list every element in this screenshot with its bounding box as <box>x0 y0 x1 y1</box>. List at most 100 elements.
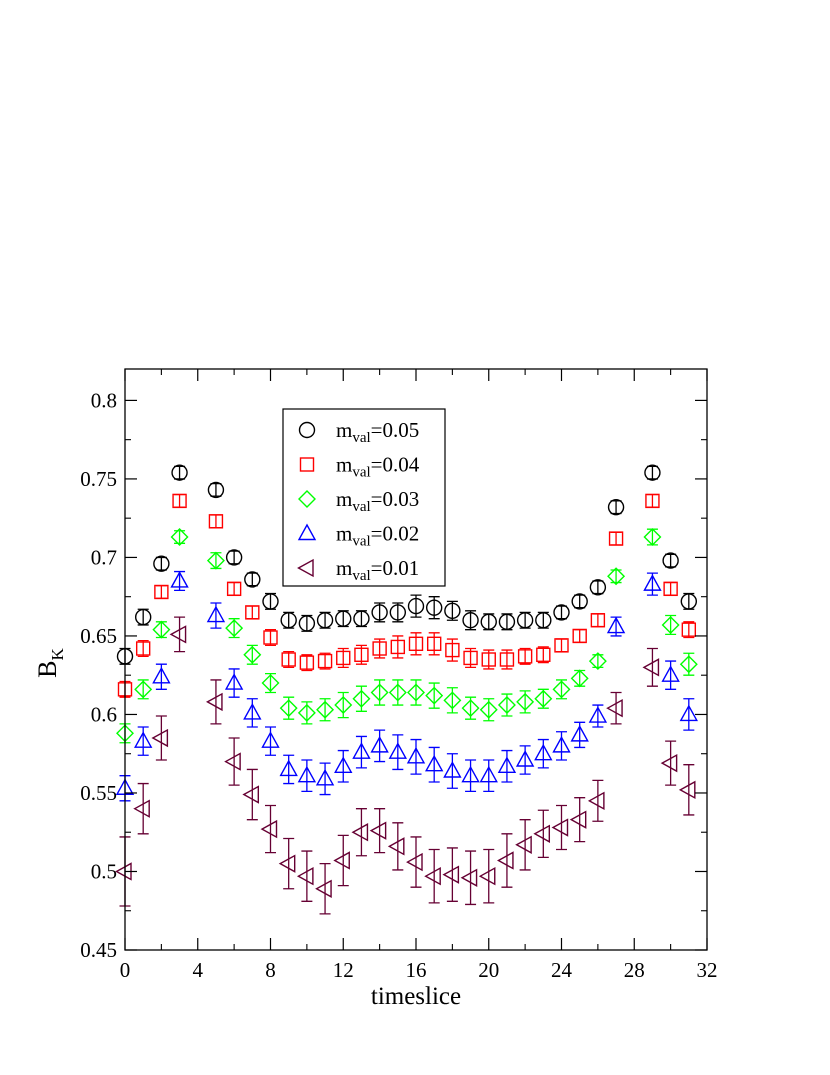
data-point <box>478 867 496 886</box>
data-point <box>589 579 607 596</box>
error-bar <box>174 493 186 508</box>
y-tick-label: 0.75 <box>80 467 117 491</box>
data-point <box>678 780 696 800</box>
data-point <box>279 699 298 718</box>
error-bar <box>410 632 422 656</box>
error-bar <box>665 740 677 786</box>
error-bar <box>519 647 531 665</box>
data-point <box>135 641 151 656</box>
data-point <box>460 868 478 887</box>
legend-label: mval=0.02 <box>336 522 419 550</box>
error-bar <box>228 618 240 639</box>
data-point <box>445 642 460 658</box>
error-bar <box>537 809 549 859</box>
y-axis-label-sub: K <box>48 647 67 660</box>
error-bar <box>319 611 331 629</box>
error-bar <box>410 738 422 775</box>
data-point <box>389 604 407 621</box>
error-bar <box>646 493 658 508</box>
data-point <box>134 680 153 699</box>
y-tick-label: 0.65 <box>80 624 117 648</box>
data-point <box>206 605 226 623</box>
data-point <box>607 498 625 516</box>
data-point <box>679 655 698 674</box>
error-bar <box>519 819 531 871</box>
error-bar <box>537 646 549 664</box>
error-bar <box>265 672 276 694</box>
data-point <box>425 754 444 772</box>
data-point <box>334 696 353 715</box>
error-bar <box>683 621 695 639</box>
error-bar <box>483 759 495 793</box>
error-bar <box>228 581 240 596</box>
error-bar <box>665 581 677 596</box>
data-point <box>261 731 280 748</box>
data-point <box>496 851 514 870</box>
error-bar <box>392 602 404 623</box>
y-tick-label: 0.7 <box>91 545 117 569</box>
error-bar <box>446 600 458 621</box>
x-tick-label: 4 <box>193 958 204 982</box>
y-tick-label: 0.45 <box>80 938 117 962</box>
data-point <box>407 597 425 615</box>
data-point <box>534 743 553 761</box>
data-point <box>243 702 262 720</box>
data-point <box>515 750 535 767</box>
data-point <box>207 481 225 499</box>
error-bar <box>174 530 186 544</box>
data-point <box>461 699 480 718</box>
legend-label: mval=0.01 <box>336 556 419 584</box>
y-tick-label: 0.8 <box>91 388 117 412</box>
error-bar <box>155 715 167 761</box>
error-bar <box>556 638 567 653</box>
legend-item: mval=0.04 <box>299 453 420 481</box>
data-point <box>298 615 316 632</box>
legend-item: mval=0.02 <box>297 522 419 550</box>
data-point <box>516 612 534 629</box>
error-bar <box>246 644 258 665</box>
data-point <box>588 706 608 723</box>
data-point <box>408 636 424 651</box>
error-bar <box>592 580 604 595</box>
data-point <box>353 610 370 627</box>
y-axis: 0.45 0.5 0.55 0.6 0.65 0.7 0.75 0.8 <box>80 388 707 962</box>
x-tick-label: 20 <box>478 958 499 982</box>
data-point <box>370 683 389 702</box>
data-point <box>171 464 188 481</box>
error-bar <box>337 610 349 628</box>
data-point <box>497 756 517 773</box>
legend-marker <box>297 558 314 578</box>
data-point <box>260 819 278 839</box>
legend-item: mval=0.01 <box>297 556 419 584</box>
data-point <box>388 683 407 702</box>
legend-label: mval=0.04 <box>336 453 420 481</box>
data-point <box>680 593 698 610</box>
error-bar <box>210 679 222 725</box>
error-bar <box>301 614 313 632</box>
data-point <box>243 645 262 664</box>
data-point <box>154 584 169 600</box>
error-bar <box>265 592 276 610</box>
legend-label: mval=0.05 <box>336 418 419 446</box>
error-bar <box>665 614 677 636</box>
data-point <box>208 514 224 529</box>
data-point <box>463 650 478 666</box>
data-point <box>481 652 496 667</box>
data-point <box>244 571 261 588</box>
error-bar <box>610 691 622 725</box>
error-bar <box>283 650 295 669</box>
error-bar <box>646 528 658 546</box>
data-point <box>315 768 335 786</box>
series-0.03 <box>116 528 698 744</box>
error-bar <box>428 746 440 783</box>
data-point <box>297 703 316 722</box>
data-point <box>370 735 389 753</box>
data-point <box>516 692 535 711</box>
data-point <box>407 683 425 702</box>
data-point <box>588 652 607 671</box>
legend-item: mval=0.05 <box>298 418 419 446</box>
error-bar <box>610 531 622 546</box>
data-point <box>551 818 569 837</box>
data-point <box>643 574 662 591</box>
